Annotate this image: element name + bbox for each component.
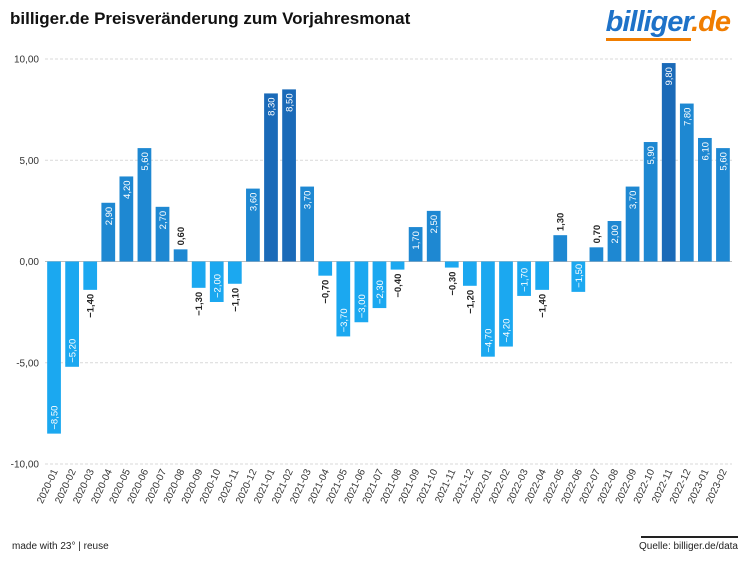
data-label: 8,30: [266, 97, 277, 116]
logo-tld: .de: [691, 6, 731, 38]
data-label: 0,70: [592, 225, 603, 244]
data-label: 8,50: [285, 93, 296, 112]
footer-source: Quelle: billiger.de/data: [639, 541, 738, 552]
bar: [209, 261, 224, 302]
bar: [336, 261, 351, 337]
bar: [354, 261, 369, 323]
y-tick-label: 10,00: [14, 55, 39, 66]
y-tick-label: -5,00: [16, 358, 39, 369]
bar: [481, 261, 495, 357]
data-label: 3,70: [303, 191, 314, 210]
data-label: −1,50: [574, 264, 585, 288]
data-label: 5,60: [140, 152, 151, 171]
data-label: −3,00: [357, 294, 368, 318]
data-label: −3,70: [339, 308, 350, 332]
bar: [716, 148, 730, 262]
data-label: 2,50: [429, 215, 440, 234]
data-label: −1,40: [538, 294, 549, 318]
data-label: −1,30: [194, 292, 205, 316]
bar: [264, 93, 278, 262]
billiger-logo: billiger.de: [605, 6, 731, 41]
data-label: −1,70: [520, 268, 531, 292]
data-label: −0,40: [393, 274, 404, 298]
chart-title: billiger.de Preisveränderung zum Vorjahr…: [10, 9, 411, 28]
bar: [173, 249, 188, 262]
bar: [119, 176, 134, 262]
bar: [155, 206, 170, 262]
data-label: 5,90: [646, 146, 657, 165]
bar: [607, 221, 622, 262]
data-label: −4,20: [502, 319, 513, 343]
bar: [625, 186, 640, 262]
bar: [282, 89, 296, 262]
data-label: −4,70: [483, 329, 494, 353]
bar: [408, 227, 423, 262]
bar: [643, 142, 658, 262]
data-label: 4,20: [122, 180, 133, 199]
bar: [517, 261, 531, 296]
data-label: 1,70: [411, 231, 422, 250]
bar: [462, 261, 477, 286]
bar: [191, 261, 206, 288]
data-label: 2,70: [158, 211, 169, 230]
bar: [246, 188, 260, 262]
bar: [101, 202, 116, 262]
data-label: −5,20: [68, 339, 79, 363]
data-label: 3,70: [628, 191, 639, 210]
data-label: 5,60: [718, 152, 729, 171]
bar: [679, 103, 694, 262]
bar: [390, 261, 405, 270]
bar: [65, 261, 79, 367]
data-label: −2,30: [375, 280, 386, 304]
bar: [571, 261, 586, 292]
data-label: 1,30: [556, 213, 567, 232]
data-label: 2,90: [104, 207, 115, 226]
data-label: −0,30: [447, 272, 458, 296]
data-label: 0,60: [176, 227, 187, 246]
bar: [426, 210, 441, 262]
bar: [137, 148, 152, 262]
y-tick-label: 5,00: [20, 156, 40, 167]
bar: [553, 235, 568, 262]
bar: [227, 261, 242, 284]
y-tick-label: 0,00: [20, 257, 40, 268]
bar: [535, 261, 550, 290]
y-tick-label: -10,00: [11, 460, 40, 471]
data-label: −2,00: [212, 274, 223, 298]
data-label: −1,20: [465, 290, 476, 314]
data-label: 7,80: [682, 108, 693, 127]
data-label: −0,70: [321, 280, 332, 304]
bar: [698, 137, 712, 262]
bar: [589, 247, 604, 262]
bar: [47, 261, 61, 434]
bar: [318, 261, 333, 276]
data-label: −1,10: [230, 288, 241, 312]
bar: [444, 261, 459, 268]
bar: [499, 261, 513, 347]
data-label: −1,40: [86, 294, 97, 318]
data-label: −8,50: [50, 406, 61, 430]
footer-divider: [641, 536, 738, 538]
data-label: 6,10: [700, 142, 711, 161]
bar: [661, 63, 676, 262]
data-label: 3,60: [248, 193, 259, 212]
data-label: 2,00: [610, 225, 621, 244]
footer-credit: made with 23° | reuse: [12, 541, 109, 552]
data-label: 9,80: [664, 67, 675, 86]
bar: [83, 261, 98, 290]
bar: [300, 186, 315, 262]
logo-name: billiger: [605, 6, 692, 41]
bar: [372, 261, 387, 309]
